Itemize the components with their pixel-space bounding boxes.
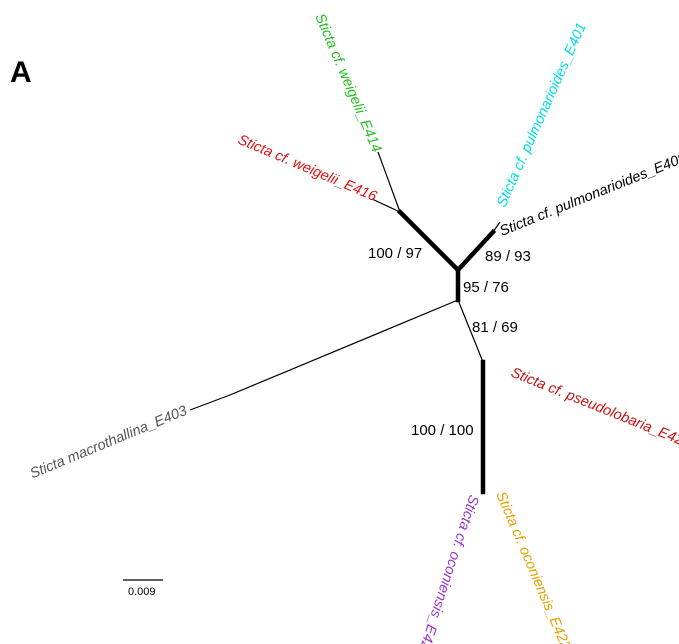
branch bbox=[229, 299, 459, 396]
panel-label: A bbox=[10, 56, 32, 89]
branch bbox=[457, 299, 484, 363]
scale-bar-label: 0.009 bbox=[128, 586, 156, 598]
taxon-label: Sticta cf. pseudolobaria_E427 bbox=[509, 365, 679, 452]
support-value: 100 / 97 bbox=[368, 245, 422, 262]
taxon-label: Sticta cf. pulmonarioides_E401 bbox=[494, 20, 590, 209]
branch bbox=[492, 221, 501, 233]
tree-branches bbox=[189, 151, 501, 495]
taxon-label: Sticta cf. weigelii_E416 bbox=[235, 132, 379, 205]
branch bbox=[454, 228, 497, 274]
branch bbox=[189, 394, 231, 411]
branch bbox=[396, 208, 462, 274]
taxon-label: Sticta cf. weigelii_E414 bbox=[311, 11, 384, 155]
support-value: 100 / 100 bbox=[411, 422, 474, 439]
branch bbox=[371, 198, 401, 213]
taxon-label: Sticta cf. oconiensis_E424 bbox=[414, 493, 482, 644]
support-value: 95 / 76 bbox=[463, 279, 509, 296]
branch bbox=[377, 151, 401, 213]
taxon-label: Sticta cf. oconiensis_E422 bbox=[492, 489, 573, 644]
support-value: 89 / 93 bbox=[485, 248, 531, 265]
support-value: 81 / 69 bbox=[472, 319, 518, 336]
taxon-label: Sticta macrothallina_E403 bbox=[28, 403, 190, 482]
